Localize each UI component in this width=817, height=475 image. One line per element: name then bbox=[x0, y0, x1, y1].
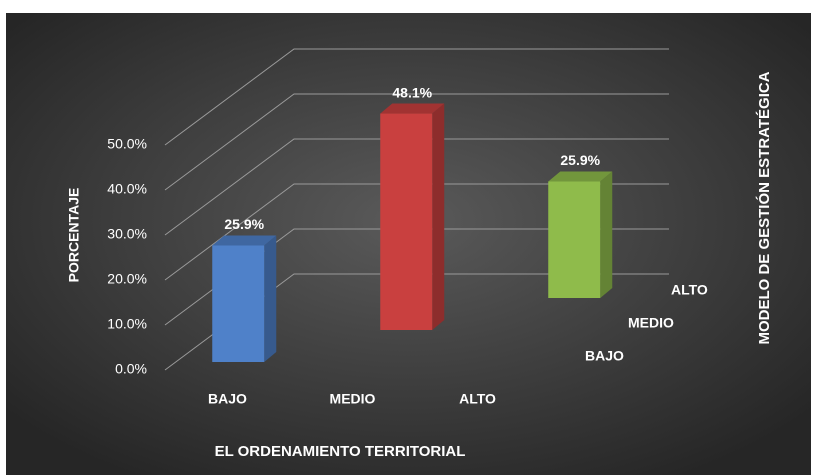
bar-side bbox=[264, 235, 277, 362]
grid-line bbox=[164, 48, 669, 146]
x-tick-label: MEDIO bbox=[330, 391, 376, 407]
value-label: 48.1% bbox=[392, 84, 432, 100]
z-tick-label: MEDIO bbox=[628, 315, 674, 331]
y-tick-label: 0.0% bbox=[115, 361, 147, 377]
bar bbox=[212, 235, 277, 362]
bar-front bbox=[548, 181, 601, 298]
grid-line bbox=[164, 183, 669, 281]
grid-line bbox=[164, 273, 669, 371]
bar-front bbox=[212, 245, 265, 362]
bar-top bbox=[212, 235, 277, 246]
grid-line bbox=[164, 228, 669, 326]
y-tick-label: 50.0% bbox=[107, 136, 147, 152]
z-tick-label: BAJO bbox=[585, 348, 624, 364]
bar bbox=[548, 171, 613, 298]
value-label: 25.9% bbox=[560, 152, 600, 168]
x-axis-title: EL ORDENAMIENTO TERRITORIAL bbox=[215, 443, 466, 460]
y-axis-title: PORCENTAJE bbox=[66, 188, 82, 283]
x-tick-label: BAJO bbox=[208, 391, 247, 407]
y-tick-label: 30.0% bbox=[107, 226, 147, 242]
bar-top bbox=[380, 103, 445, 114]
grid-line bbox=[164, 93, 669, 191]
z-axis-title: MODELO DE GESTIÓN ESTRATÉGICA bbox=[755, 71, 773, 344]
bar-side bbox=[600, 171, 613, 298]
bar-front bbox=[380, 113, 433, 330]
bar-side bbox=[432, 103, 445, 330]
x-tick-label: ALTO bbox=[459, 391, 496, 407]
bar bbox=[380, 103, 445, 330]
grid-line bbox=[164, 138, 669, 236]
z-tick-label: ALTO bbox=[671, 282, 708, 298]
y-tick-label: 40.0% bbox=[107, 181, 147, 197]
y-tick-label: 20.0% bbox=[107, 271, 147, 287]
y-tick-label: 10.0% bbox=[107, 316, 147, 332]
value-label: 25.9% bbox=[224, 216, 264, 232]
bar-top bbox=[548, 171, 613, 182]
